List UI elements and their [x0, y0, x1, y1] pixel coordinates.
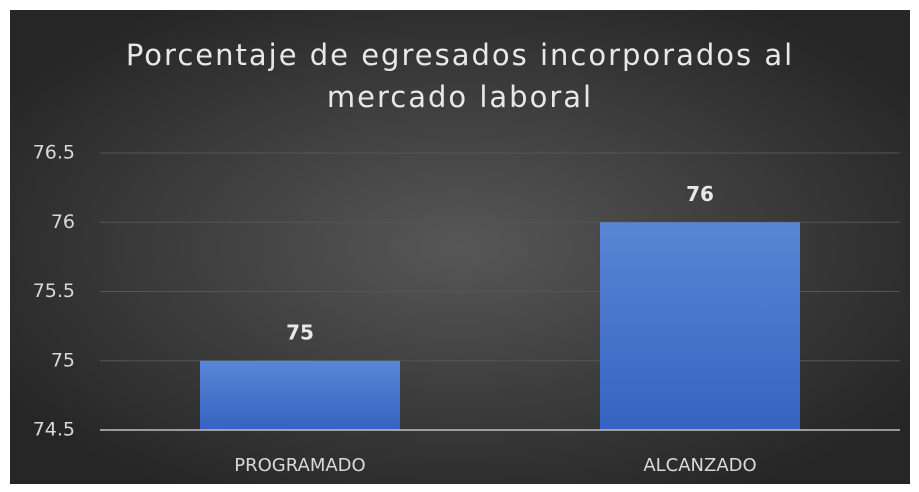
y-tick-label: 76.5 — [33, 142, 75, 164]
y-tick-label: 75 — [51, 349, 75, 371]
bar — [600, 222, 800, 430]
bar — [200, 360, 400, 430]
data-label: 75 — [286, 320, 314, 344]
y-tick-label: 74.5 — [33, 419, 75, 441]
chart-title: Porcentaje de egresados incorporados al … — [125, 38, 795, 114]
y-tick-label: 76 — [51, 211, 75, 233]
x-tick-label: PROGRAMADO — [234, 455, 365, 476]
y-tick-label: 75.5 — [33, 280, 75, 302]
data-label: 76 — [686, 182, 714, 206]
x-tick-label: ALCANZADO — [643, 455, 756, 476]
